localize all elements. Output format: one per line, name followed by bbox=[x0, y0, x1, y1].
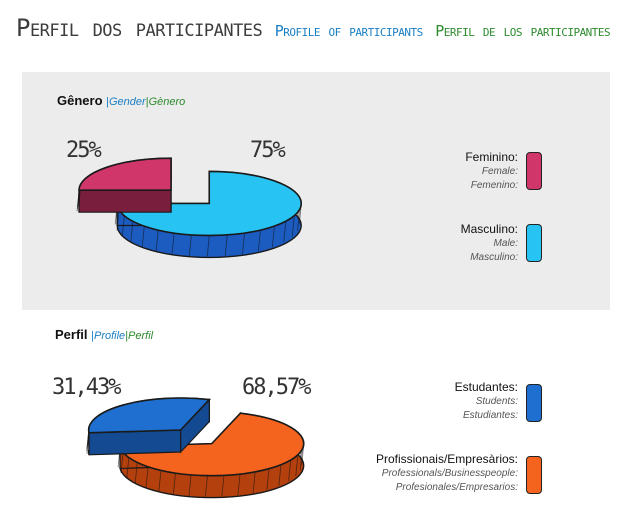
slice-label-male: 75% bbox=[250, 138, 286, 163]
legend-label-es: Masculino: bbox=[470, 252, 518, 263]
page-title-en: Profile of participants bbox=[274, 22, 424, 40]
slice-label-professionals: 68,57% bbox=[242, 375, 311, 400]
legend-label-en: Professionals/Businesspeople: bbox=[381, 468, 518, 479]
legend-swatch-professionals bbox=[526, 456, 542, 494]
legend-item-female: Feminino: Female: Femenino: bbox=[372, 150, 542, 194]
profile-title-pt: Perfil bbox=[55, 327, 88, 342]
gender-pie-chart bbox=[76, 157, 303, 259]
legend-swatch-students bbox=[526, 384, 542, 422]
legend-swatch-male bbox=[526, 224, 542, 262]
legend-item-professionals: Profissionais/Empresàrios: Professionals… bbox=[362, 452, 542, 498]
legend-label-pt: Estudantes: bbox=[454, 380, 518, 394]
slice-label-students: 31,43% bbox=[52, 375, 121, 400]
legend-item-male: Masculino: Male: Masculino: bbox=[372, 222, 542, 266]
legend-label-pt: Masculino: bbox=[460, 222, 518, 236]
gender-title-pt: Gênero bbox=[57, 93, 103, 108]
profile-title-en: Profile bbox=[94, 330, 126, 342]
separator: | bbox=[106, 96, 109, 108]
legend-swatch-female bbox=[526, 152, 542, 190]
page-title-es: Perfil de los participantes bbox=[435, 22, 611, 40]
legend-label-es: Profesionales/Empresarios: bbox=[395, 482, 518, 493]
legend-label-pt: Profissionais/Empresàrios: bbox=[375, 452, 518, 466]
pie-slice bbox=[76, 157, 172, 213]
legend-item-students: Estudantes: Students: Estudiantes: bbox=[372, 380, 542, 424]
separator: | bbox=[91, 330, 94, 342]
legend-label-en: Male: bbox=[493, 238, 518, 249]
legend-label-es: Estudiantes: bbox=[462, 410, 518, 421]
gender-title-en: Gender bbox=[109, 96, 146, 108]
gender-title-es: Gènero bbox=[148, 96, 186, 108]
slice-label-female: 25% bbox=[66, 138, 102, 163]
pie-slice bbox=[86, 397, 211, 456]
legend-label-pt: Feminino: bbox=[465, 150, 518, 164]
page-title-pt: Perfil dos participantes bbox=[16, 14, 263, 42]
separator: | bbox=[145, 96, 149, 108]
separator: | bbox=[125, 330, 129, 342]
profile-chart-title: Perfil |Profile|Perfil bbox=[55, 327, 153, 342]
profile-title-es: Perfil bbox=[128, 330, 154, 342]
legend-label-en: Female: bbox=[481, 166, 518, 177]
gender-chart-title: Gênero |Gender|Gènero bbox=[57, 93, 185, 108]
legend-label-en: Students: bbox=[475, 396, 518, 407]
legend-label-es: Femenino: bbox=[470, 180, 518, 191]
pie-slice bbox=[114, 170, 303, 259]
page-header: Perfil dos participantes Profile of part… bbox=[16, 14, 626, 42]
profile-pie-chart bbox=[86, 397, 305, 499]
